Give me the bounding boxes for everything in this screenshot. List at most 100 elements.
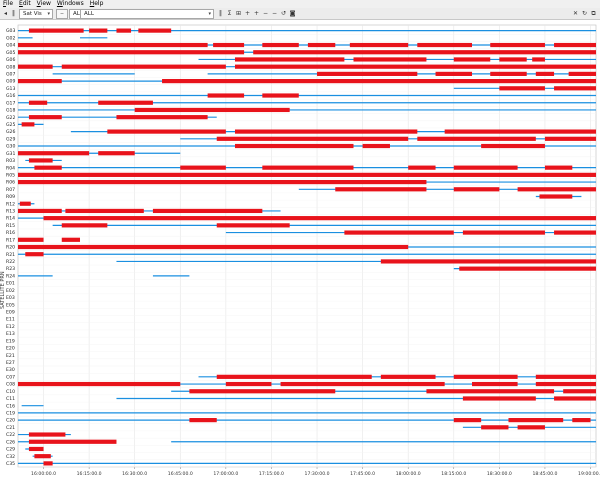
row-label-c08: C08 xyxy=(6,382,15,388)
pause-icon[interactable]: ‖ xyxy=(12,10,15,17)
menu-view[interactable]: View xyxy=(36,0,51,7)
popout-icon[interactable]: ⧉ xyxy=(591,10,596,17)
row-label-c29: C29 xyxy=(6,447,15,453)
reset-icon[interactable]: ↺ xyxy=(280,10,287,17)
highlight-segment-g07 xyxy=(535,71,555,76)
row-label-r23: R23 xyxy=(6,266,15,272)
highlight-segment-g04 xyxy=(417,42,473,48)
highlight-segment-r04 xyxy=(408,165,436,170)
x-tick-label: 17:00:00.0 xyxy=(213,471,238,477)
highlight-segment-c20 xyxy=(189,418,217,423)
row-label-g26: G26 xyxy=(6,129,15,135)
row-label-g25: G25 xyxy=(6,122,15,128)
row-label-r12: R12 xyxy=(6,201,15,207)
satellite-visibility-plot[interactable]: SATELLITE PRN 16:00:00.0 16:15:00.0 16:30:… xyxy=(0,20,600,480)
row-label-r21: R21 xyxy=(6,252,15,258)
highlight-segment-g26 xyxy=(107,129,226,134)
row-label-g16: G16 xyxy=(6,93,15,99)
row-label-e09: E09 xyxy=(6,310,15,316)
zoom-in-icon[interactable]: + xyxy=(244,10,251,17)
row-label-r04: R04 xyxy=(6,165,15,171)
highlight-segment-r12 xyxy=(19,201,31,206)
highlight-segment-r09 xyxy=(539,194,573,199)
highlight-segment-g16 xyxy=(207,93,245,98)
highlight-segment-r04 xyxy=(544,165,573,170)
highlight-segment-c07 xyxy=(380,374,436,379)
highlight-segment-r04 xyxy=(262,165,354,170)
row-label-e02: E02 xyxy=(6,288,15,294)
chevron-down-icon: ▾ xyxy=(47,11,50,17)
menu-windows[interactable]: Windows xyxy=(56,0,84,7)
y-axis-label: SATELLITE PRN xyxy=(0,271,6,309)
highlight-segment-c10 xyxy=(189,389,336,394)
x-tick-label: 18:45:00.0 xyxy=(532,471,557,477)
menu-help[interactable]: Help xyxy=(89,0,104,7)
chart-svg[interactable]: 16:00:00.0 16:15:00.0 16:30:00.0 16:45:00.0… xyxy=(0,20,600,480)
highlight-segment-r13 xyxy=(152,208,263,214)
camera-icon[interactable]: ◙ xyxy=(289,10,296,17)
row-label-e01: E01 xyxy=(6,281,15,287)
row-label-e30: E30 xyxy=(6,367,15,373)
highlight-segment-c22 xyxy=(28,432,66,437)
highlight-segment-r21 xyxy=(25,252,44,257)
row-label-e19: E19 xyxy=(6,338,15,344)
highlight-segment-r06 xyxy=(18,179,427,185)
row-label-r24: R24 xyxy=(6,273,15,279)
grid-icon[interactable]: ⊞ xyxy=(235,10,242,17)
x-tick-label: 19:00:00.0 xyxy=(578,471,600,477)
highlight-segment-g07 xyxy=(435,71,473,76)
menu-file[interactable]: File xyxy=(3,0,14,7)
highlight-segment-c29 xyxy=(28,446,44,452)
row-label-g03: G03 xyxy=(6,28,15,34)
row-label-c20: C20 xyxy=(6,418,15,424)
highlight-segment-r13 xyxy=(18,208,62,214)
highlight-segment-c21 xyxy=(481,425,509,430)
view-select-value: Sat Vis xyxy=(23,11,42,17)
close-icon[interactable]: ✕ xyxy=(572,10,579,17)
row-label-e13: E13 xyxy=(6,331,15,337)
highlight-segment-g06 xyxy=(234,57,345,62)
zoom-out-icon[interactable]: − xyxy=(262,10,269,17)
highlight-segment-g29 xyxy=(417,136,536,141)
highlight-segment-r03 xyxy=(28,158,53,163)
menu-edit[interactable]: Edit xyxy=(19,0,31,7)
zoom-out-icon[interactable]: − xyxy=(271,10,278,17)
row-label-g18: G18 xyxy=(6,108,15,114)
highlight-segment-c32 xyxy=(34,454,51,459)
highlight-segment-r05 xyxy=(18,172,596,177)
highlight-segment-g31 xyxy=(18,151,90,156)
highlight-segment-g22 xyxy=(116,115,208,120)
highlight-segment-c21 xyxy=(517,425,545,430)
highlight-segment-c26 xyxy=(28,439,117,444)
zoom-in-icon[interactable]: + xyxy=(253,10,260,17)
highlight-segment-g29 xyxy=(216,136,409,141)
highlight-segment-g26 xyxy=(234,129,418,134)
highlight-segment-g17 xyxy=(98,100,153,105)
sigma-icon[interactable]: Σ xyxy=(227,10,232,17)
row-label-r05: R05 xyxy=(6,172,15,178)
refresh-icon[interactable]: ↻ xyxy=(581,10,588,17)
chevron-down-icon: ▾ xyxy=(208,11,211,17)
highlight-segment-c10 xyxy=(426,389,555,394)
x-tick-label: 18:00:00.0 xyxy=(396,471,421,477)
highlight-segment-r16 xyxy=(554,230,596,235)
filter-b-select[interactable]: ALL ▾ xyxy=(80,9,214,19)
highlight-segment-g08 xyxy=(234,64,597,69)
highlight-segment-g04 xyxy=(18,42,208,48)
highlight-segment-c20 xyxy=(453,418,482,423)
highlight-segment-r17 xyxy=(18,237,44,242)
filter-a-button[interactable]: ‒ xyxy=(56,9,68,19)
highlight-segment-r14 xyxy=(43,216,597,221)
row-label-g31: G31 xyxy=(6,151,15,157)
row-label-c10: C10 xyxy=(6,389,15,395)
highlight-segment-g09 xyxy=(162,78,596,84)
row-label-g08: G08 xyxy=(6,64,15,70)
view-select[interactable]: Sat Vis ▾ xyxy=(19,9,53,19)
highlight-segment-c08 xyxy=(225,381,272,387)
nav-prev-icon[interactable]: ◂ xyxy=(3,10,7,17)
highlight-segment-c07 xyxy=(453,374,518,379)
pause-icon[interactable]: ‖ xyxy=(219,10,222,17)
toolbar: ◂ ‖ Sat Vis ▾ ‒ ALL ▾ ALL ▾ ‖ Σ ⊞ + + − … xyxy=(0,8,600,20)
highlight-segment-g31 xyxy=(98,151,135,156)
